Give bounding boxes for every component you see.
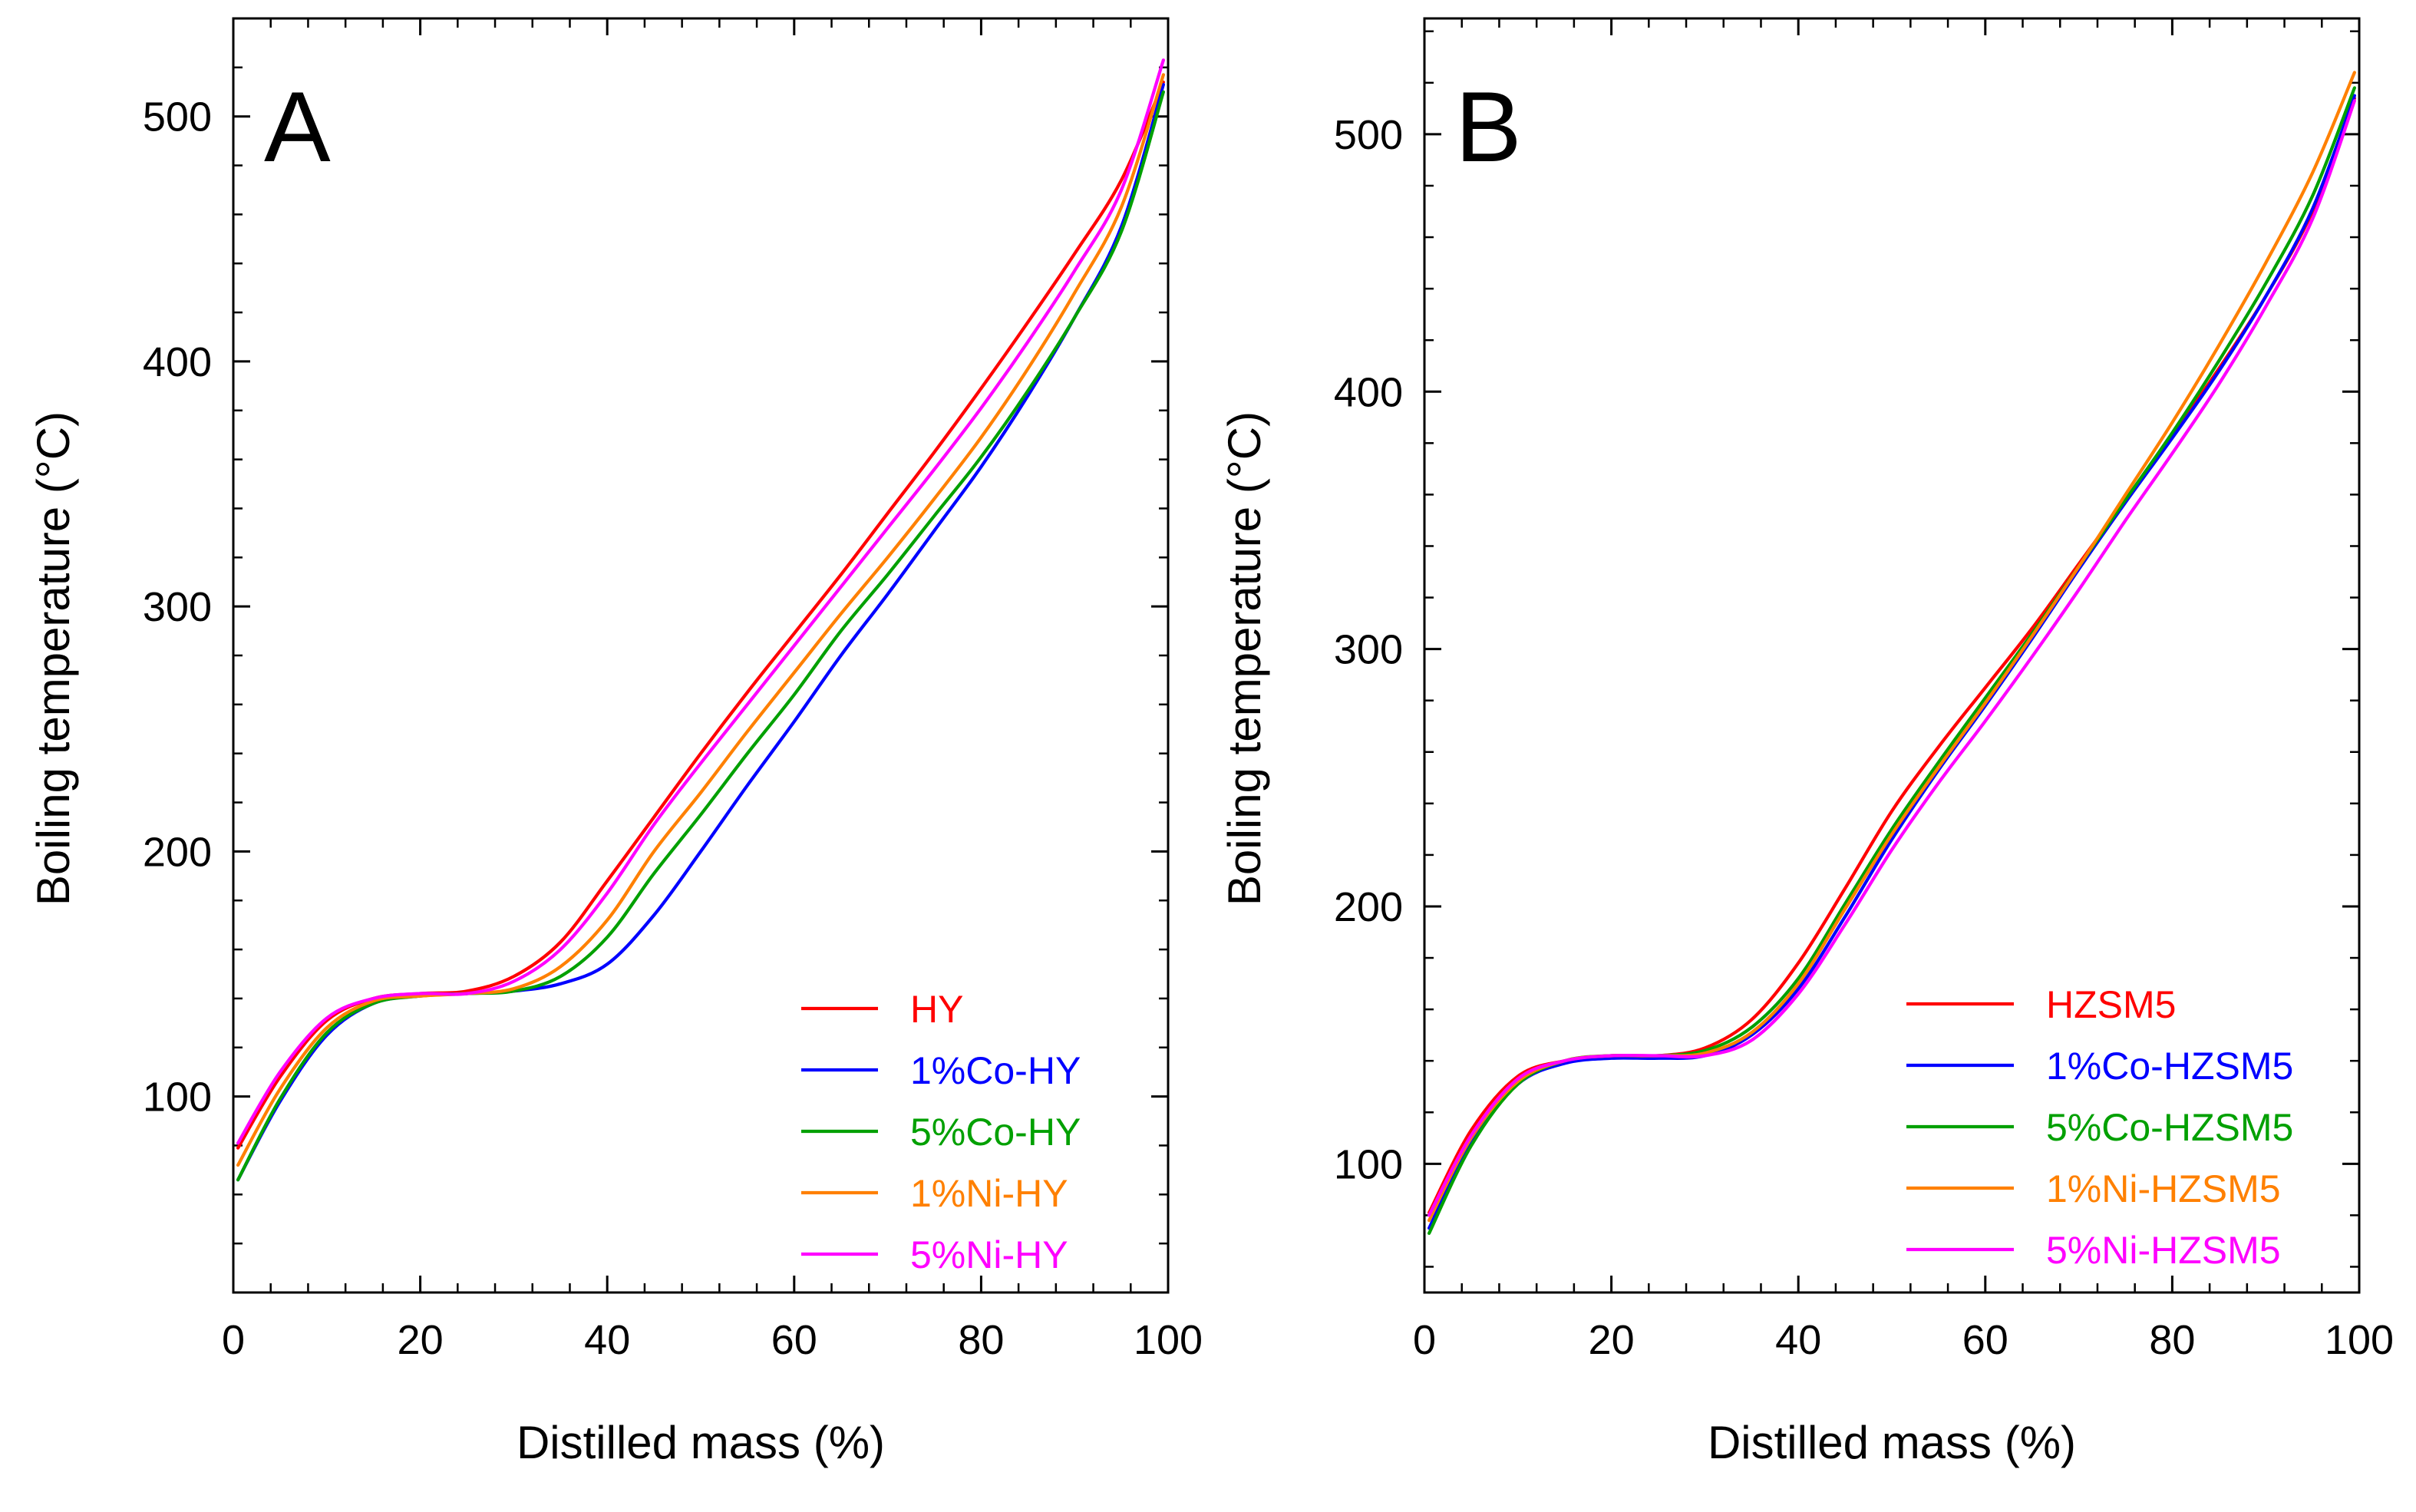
y-tick-label: 300 [143,584,212,630]
y-tick-label: 100 [1334,1141,1403,1187]
y-tick-label: 400 [1334,369,1403,415]
x-tick-label: 0 [222,1317,245,1363]
legend-label: HZSM5 [2046,983,2176,1026]
legend-label: 5%Ni-HZSM5 [2046,1229,2281,1272]
panel-b: 0 20 40 60 80 100 100 200 300 400 500 Distilled mas… [1219,17,2394,1468]
x-tick-label: 100 [1134,1317,1203,1363]
y-tick-label: 500 [143,94,212,140]
x-tick-label: 0 [1413,1317,1436,1363]
y-tick-label: 100 [143,1075,212,1121]
y-tick-label: 400 [143,339,212,385]
plot-frame [1423,17,2361,1294]
legend-label: 5%Co-HZSM5 [2046,1106,2293,1149]
y-tick-label: 300 [1334,627,1403,673]
x-tick-label: 60 [771,1317,817,1363]
y-tick-label: 500 [1334,112,1403,158]
x-axis-title: Distilled mass (%) [517,1417,885,1468]
x-tick-label: 40 [584,1317,630,1363]
x-tick-label: 80 [958,1317,1004,1363]
series-line-1-co-hzsm5 [1427,94,2356,1230]
series-line-1-co-hy [236,83,1165,1182]
legend-label: 1%Co-HZSM5 [2046,1045,2293,1088]
series-line-hy [236,80,1165,1150]
legend-label: 5%Ni-HY [910,1233,1068,1276]
series-line-1-ni-hy [236,73,1165,1167]
panel-label: A [264,71,331,183]
x-tick-label: 40 [1775,1317,1821,1363]
y-tick-label: 200 [1334,884,1403,930]
y-axis-title: Boiling temperature (°C) [28,411,79,906]
x-tick-label: 20 [398,1317,444,1363]
x-tick-label: 80 [2149,1317,2195,1363]
x-tick-label: 60 [1962,1317,2008,1363]
x-axis-title: Distilled mass (%) [1708,1417,2076,1468]
y-axis-title: Boiling temperature (°C) [1219,411,1270,906]
legend-label: 1%Co-HY [910,1049,1081,1092]
legend-label: HY [910,988,963,1031]
x-tick-label: 100 [2325,1317,2394,1363]
legend-label: 1%Ni-HZSM5 [2046,1167,2281,1210]
series-line-5-ni-hzsm5 [1427,99,2356,1217]
legend-label: 5%Co-HY [910,1111,1081,1154]
panel-a: 0 20 40 60 80 100 100 200 300 400 500 Distilled mas… [28,17,1203,1468]
y-tick-label: 200 [143,829,212,875]
panel-label: B [1455,71,1522,183]
series-line-5-co-hy [236,90,1165,1182]
plot-frame [232,17,1170,1294]
legend-label: 1%Ni-HY [910,1172,1068,1215]
series-line-5-ni-hy [236,58,1165,1145]
x-tick-label: 20 [1589,1317,1635,1363]
